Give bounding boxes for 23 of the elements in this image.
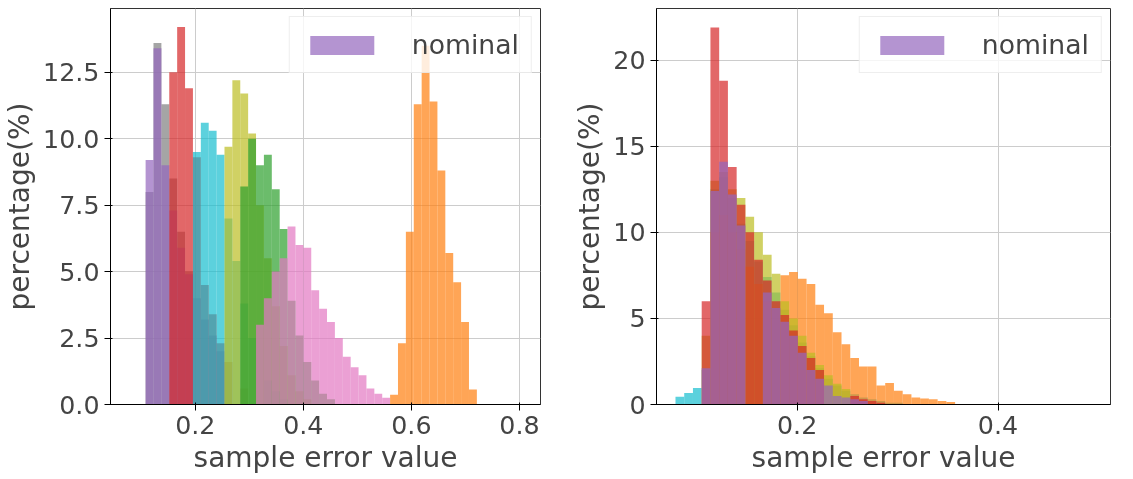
x-axis-title: sample error value xyxy=(193,440,458,474)
legend-label: nominal xyxy=(411,29,519,60)
y-tick-label: 12.5 xyxy=(43,57,100,88)
y-tick-label: 10.0 xyxy=(43,123,100,154)
x-tick-label: 0.2 xyxy=(776,409,818,440)
legend-label: nominal xyxy=(981,29,1089,60)
x-tick-label: 0.4 xyxy=(283,409,324,440)
y-tick-label: 0.0 xyxy=(59,389,100,420)
y-tick-label: 0 xyxy=(629,389,646,420)
x-tick-label: 0.4 xyxy=(977,409,1019,440)
y-tick-label: 2.5 xyxy=(59,323,100,354)
y-tick-label: 7.5 xyxy=(59,190,100,221)
y-tick-label: 5.0 xyxy=(59,256,100,287)
y-axis-title: percentage(%) xyxy=(3,102,37,311)
x-tick-label: 0.8 xyxy=(499,409,540,440)
y-tick-label: 20 xyxy=(613,45,646,76)
x-tick-label: 0.6 xyxy=(391,409,432,440)
y-tick-label: 5 xyxy=(629,303,646,334)
x-tick-label: 0.2 xyxy=(175,409,216,440)
x-axis-title: sample error value xyxy=(751,440,1016,474)
y-tick-label: 10 xyxy=(613,217,646,248)
y-tick-label: 15 xyxy=(613,131,646,162)
y-axis-title: percentage(%) xyxy=(573,102,607,311)
